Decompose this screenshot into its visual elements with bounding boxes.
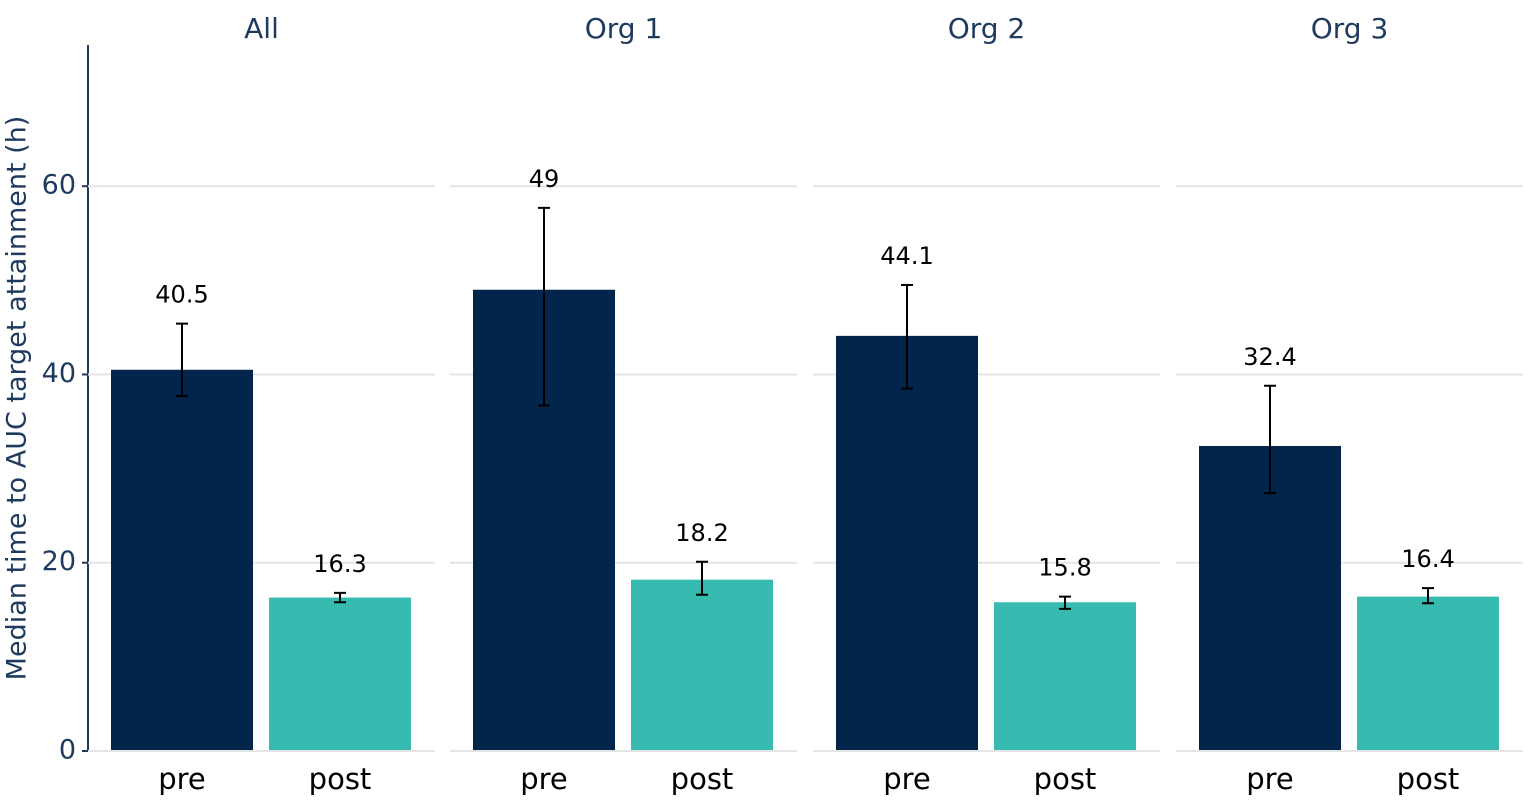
x-tick-label: pre [520,762,568,796]
error-bar [1264,384,1276,495]
panel-title: Org 2 [948,12,1026,45]
bar [1199,446,1341,751]
error-bar [334,591,346,604]
value-label: 44.1 [880,242,933,270]
error-bar [1422,587,1434,605]
error-bar [1059,595,1071,610]
x-tick-label: post [309,762,372,796]
value-label: 40.5 [155,281,208,309]
value-label: 16.3 [313,550,366,578]
panel-title: Org 3 [1311,12,1389,45]
x-tick-label: pre [1246,762,1294,796]
error-bar [176,322,188,398]
y-tick-label: 0 [59,735,76,766]
error-bar [696,560,708,596]
error-bar [901,284,913,390]
x-tick-label: post [1397,762,1460,796]
x-tick-label: pre [158,762,206,796]
panel-title: Org 1 [585,12,663,45]
value-label: 16.4 [1401,545,1454,573]
bar [631,579,773,751]
value-label: 32.4 [1243,343,1296,371]
x-tick-label: pre [883,762,931,796]
y-tick-label: 20 [42,546,76,577]
panel-title: All [244,12,279,45]
y-axis-label: Median time to AUC target attainment (h) [2,116,33,681]
value-label: 49 [529,165,560,193]
y-tick-label: 60 [42,170,76,201]
error-bar [538,206,550,407]
bar [269,597,411,751]
x-tick-label: post [1034,762,1097,796]
bar [111,369,253,751]
value-label: 15.8 [1038,554,1091,582]
x-tick-label: post [671,762,734,796]
bar [1357,596,1499,751]
bar [836,335,978,751]
y-tick-label: 40 [42,358,76,389]
value-label: 18.2 [675,519,728,547]
bar [994,602,1136,751]
